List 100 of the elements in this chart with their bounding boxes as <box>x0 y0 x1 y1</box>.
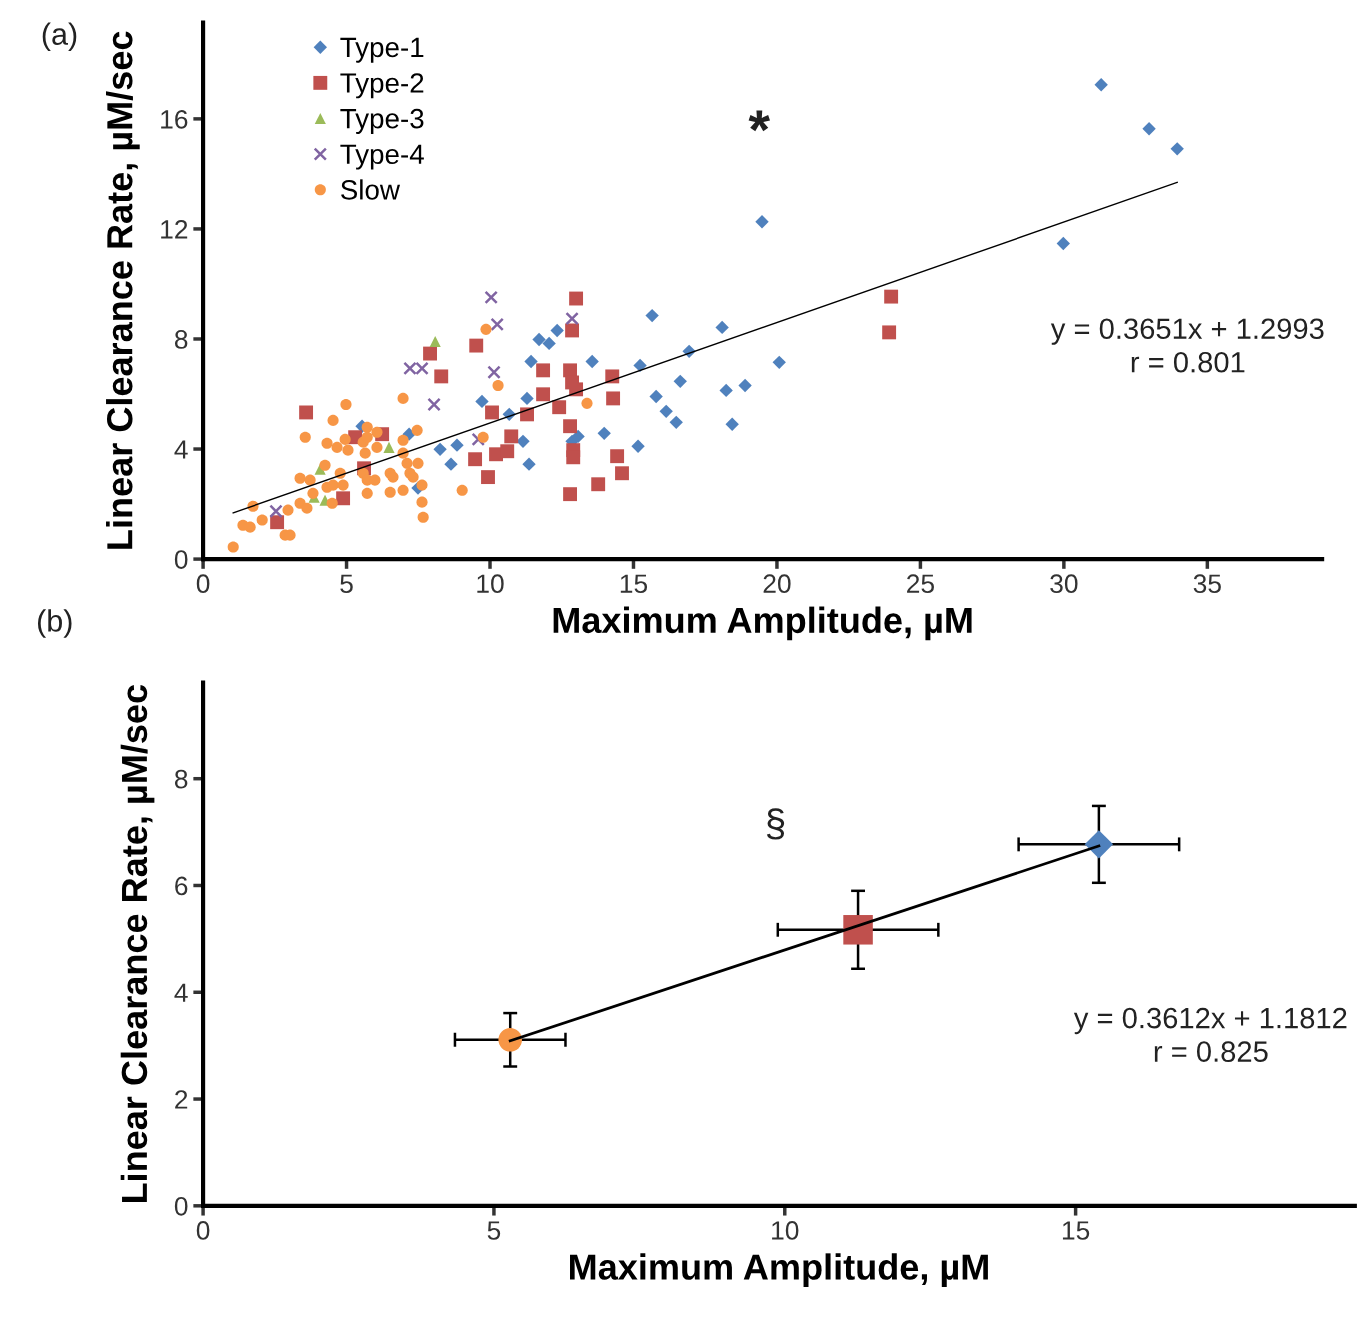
annotation: § <box>766 808 785 840</box>
point <box>484 290 498 305</box>
x-tick-label: 10 <box>477 574 504 594</box>
point <box>294 472 306 484</box>
point <box>1170 142 1184 156</box>
point <box>569 291 584 306</box>
point <box>610 449 625 464</box>
x-tick-label: 30 <box>1050 574 1078 594</box>
point <box>755 215 769 229</box>
point <box>884 289 899 304</box>
point <box>536 387 551 402</box>
point <box>649 389 663 404</box>
y-tick-label: 6 <box>175 876 188 896</box>
point <box>1094 78 1108 92</box>
point <box>504 429 519 444</box>
point <box>383 441 395 453</box>
point <box>456 484 468 496</box>
point <box>326 497 338 509</box>
point <box>516 434 530 449</box>
x-tick-label: 5 <box>340 574 353 594</box>
point <box>429 335 441 348</box>
point <box>371 426 383 438</box>
point <box>469 338 484 353</box>
legend-label: Type-2 <box>340 73 424 99</box>
point <box>615 466 629 481</box>
text: (a) <box>42 22 77 52</box>
point <box>282 504 294 516</box>
x-axis-title: Maximum Amplitude, µM <box>553 606 972 641</box>
point <box>336 491 351 506</box>
point <box>340 398 352 411</box>
y-tick-label: 2 <box>175 1090 188 1109</box>
point <box>444 457 458 471</box>
point <box>522 457 536 471</box>
point <box>565 323 580 338</box>
y-tick-label: 4 <box>174 440 188 459</box>
point <box>361 421 373 433</box>
point <box>673 374 687 389</box>
point <box>433 442 447 456</box>
point <box>563 419 578 434</box>
legend-label: Slow <box>341 179 401 200</box>
point <box>416 496 428 508</box>
x-tick-label: 15 <box>1062 1221 1090 1240</box>
point <box>1142 122 1156 136</box>
point <box>256 514 268 526</box>
y-tick-label: 0 <box>174 550 188 569</box>
point <box>304 474 316 486</box>
point <box>331 441 343 453</box>
point <box>361 487 373 499</box>
point <box>301 502 313 514</box>
point <box>299 405 314 420</box>
x-tick-label: 25 <box>907 574 934 594</box>
point <box>480 323 492 335</box>
point <box>633 358 647 373</box>
point <box>468 452 483 467</box>
point <box>327 479 339 491</box>
point <box>485 405 499 420</box>
point <box>397 392 409 404</box>
point <box>477 431 489 443</box>
point <box>384 486 396 498</box>
point <box>361 431 373 443</box>
point <box>359 447 371 459</box>
point <box>532 332 546 347</box>
point <box>244 521 256 533</box>
point <box>337 479 349 491</box>
point <box>450 438 464 452</box>
point <box>339 433 351 445</box>
point <box>597 426 611 441</box>
point <box>719 383 733 398</box>
annotation: * <box>748 110 770 132</box>
text: (b) <box>37 609 72 638</box>
point <box>397 484 409 496</box>
point <box>416 479 428 491</box>
point <box>524 354 538 369</box>
x-tick-label: 15 <box>620 574 648 594</box>
point <box>520 391 534 406</box>
y-tick-label: 4 <box>174 983 188 1002</box>
point <box>542 336 556 351</box>
point <box>843 915 873 945</box>
legend-label: Type-4 <box>340 144 424 170</box>
point <box>1056 236 1070 251</box>
point <box>631 439 645 453</box>
point <box>725 417 739 431</box>
legend-label: Type-3 <box>340 108 424 134</box>
y-tick-label: 8 <box>174 330 188 349</box>
point <box>565 311 579 326</box>
point <box>585 354 599 369</box>
y-tick-label: 12 <box>161 220 188 239</box>
point <box>475 394 489 409</box>
point <box>492 379 504 392</box>
point <box>606 391 621 406</box>
y-tick-label: 16 <box>161 110 188 129</box>
point <box>299 431 311 443</box>
point <box>387 471 399 483</box>
point <box>407 471 419 483</box>
point <box>563 487 578 502</box>
point <box>269 504 283 519</box>
point <box>882 325 897 340</box>
point <box>552 400 567 415</box>
point <box>411 424 423 436</box>
point <box>471 432 486 447</box>
